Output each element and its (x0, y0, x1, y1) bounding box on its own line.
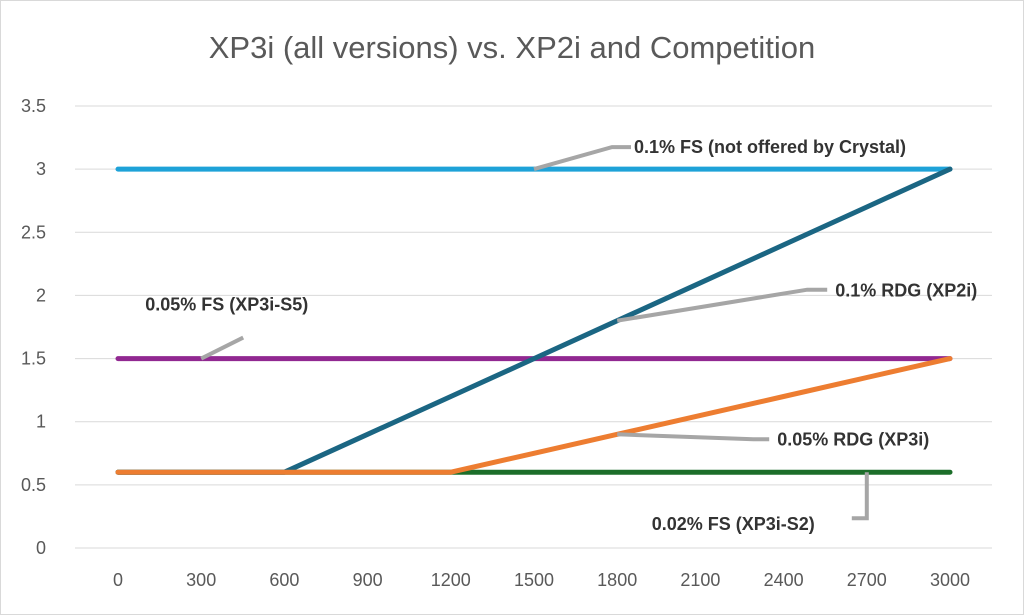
x-tick-label: 600 (269, 570, 299, 590)
annotation-leader (851, 472, 869, 521)
annotation-leader (533, 145, 631, 172)
x-tick-label: 900 (353, 570, 383, 590)
annotation-leader (200, 335, 245, 361)
annotation-label: 0.02% FS (XP3i-S2) (652, 514, 815, 534)
annotation-label: 0.1% RDG (XP2i) (835, 281, 977, 301)
x-tick-label: 0 (113, 570, 123, 590)
x-tick-label: 300 (186, 570, 216, 590)
x-tick-label: 3000 (930, 570, 970, 590)
x-tick-label: 2100 (680, 570, 720, 590)
y-tick-label: 3.5 (21, 96, 46, 116)
y-tick-label: 0 (36, 538, 46, 558)
y-tick-label: 1 (36, 412, 46, 432)
y-tick-label: 0.5 (21, 475, 46, 495)
y-axis-ticks: 0 0.5 1 1.5 2 2.5 3 3.5 (21, 96, 46, 558)
annotations: 0.1% FS (not offered by Crystal) 0.05% FS… (145, 137, 977, 534)
annotation-label: 0.1% FS (not offered by Crystal) (634, 137, 906, 157)
y-tick-label: 2 (36, 285, 46, 305)
x-tick-label: 2400 (764, 570, 804, 590)
series-lines (115, 166, 953, 475)
series-line-4 (115, 166, 953, 475)
annotation-label: 0.05% RDG (XP3i) (777, 429, 929, 449)
x-tick-label: 1800 (597, 570, 637, 590)
annotation-leader (617, 432, 770, 442)
annotation-leaders (200, 145, 869, 521)
x-axis-ticks: 0 300 600 900 1200 1500 1800 2100 2400 2700 3000 (113, 570, 970, 590)
annotation-leader (616, 287, 828, 323)
x-tick-label: 1500 (514, 570, 554, 590)
x-tick-label: 1200 (431, 570, 471, 590)
annotation-label: 0.05% FS (XP3i-S5) (145, 295, 308, 315)
y-tick-label: 2.5 (21, 222, 46, 242)
y-tick-label: 1.5 (21, 349, 46, 369)
x-tick-label: 2700 (847, 570, 887, 590)
gridlines (75, 105, 992, 549)
chart-title: XP3i (all versions) vs. XP2i and Competi… (209, 30, 815, 65)
y-tick-label: 3 (36, 159, 46, 179)
series-line-5 (115, 356, 953, 475)
